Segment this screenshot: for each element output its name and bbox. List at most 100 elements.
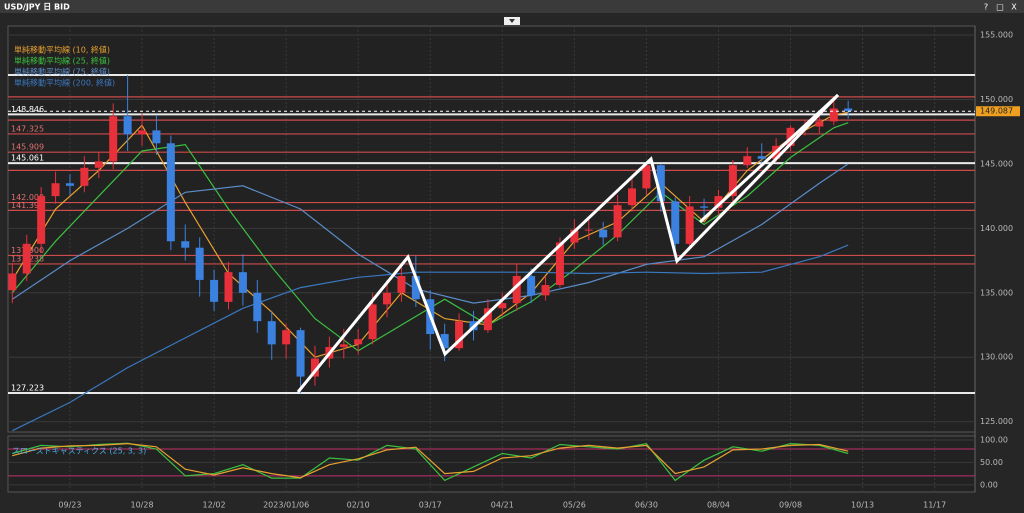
candle-body — [628, 188, 637, 206]
candle-body — [267, 321, 276, 345]
candle-body — [253, 292, 262, 322]
level-label: 141.393 — [11, 201, 44, 210]
candle-body — [584, 229, 593, 231]
x-tick-label: 03/17 — [419, 501, 442, 510]
candle-body — [368, 304, 377, 340]
y-tick-label: 135.000 — [980, 288, 1013, 297]
x-tick-label: 2023/01/06 — [263, 501, 309, 510]
y-tick-label: 140.000 — [980, 224, 1013, 233]
candle-body — [685, 206, 694, 244]
candle-body — [512, 276, 521, 304]
candle-body — [195, 247, 204, 280]
close-button[interactable]: X — [1011, 3, 1017, 12]
main-plot — [7, 25, 976, 433]
candle-body — [238, 272, 247, 293]
y-tick-label: 155.000 — [980, 31, 1013, 40]
candle-body — [210, 279, 219, 302]
candle-body — [844, 108, 853, 112]
data-layer: 125.000 130.000 135.000 140.000 145.000 150.0… — [8, 26, 1013, 510]
level-label: 148.846 — [11, 105, 44, 114]
series-line — [11, 163, 849, 304]
x-tick-label: 04/21 — [491, 501, 514, 510]
series-line — [12, 244, 849, 432]
candle-body — [296, 330, 305, 377]
candle-body — [310, 358, 319, 377]
legend-entry: 単純移動平均線 (10, 終値) — [14, 45, 110, 55]
candle-body — [397, 276, 406, 293]
maximize-button[interactable]: □ — [996, 3, 1004, 12]
candle-body — [109, 116, 118, 162]
candle-body — [815, 121, 824, 127]
candle-body — [65, 183, 74, 186]
candle-body — [570, 229, 579, 243]
x-tick-label: 10/28 — [130, 501, 153, 510]
candle-body — [613, 205, 622, 238]
candle-body — [22, 243, 31, 274]
candle-body — [51, 183, 60, 197]
series-line — [12, 442, 849, 482]
y-tick-label: 130.000 — [980, 353, 1013, 362]
candle-body — [455, 321, 464, 349]
candle-body — [829, 108, 838, 122]
y-tick-label: 125.000 — [980, 417, 1013, 426]
level-label: 145.061 — [11, 154, 44, 163]
level-label: 147.325 — [11, 124, 44, 133]
candle-body — [714, 196, 723, 208]
x-tick-label: 09/23 — [58, 501, 81, 510]
y-tick-label: 50.00 — [980, 458, 1003, 467]
oscillator-title: スローストキャスティクス (25, 3, 3) — [12, 447, 146, 456]
candle-body — [642, 165, 651, 189]
candle-body — [527, 276, 536, 296]
candle-body — [339, 344, 348, 347]
candle-body — [498, 303, 507, 309]
candle-body — [354, 339, 363, 345]
candle-body — [80, 167, 89, 186]
x-tick-label: 10/13 — [851, 501, 874, 510]
trend-zigzag — [296, 93, 840, 393]
help-button[interactable]: ? — [984, 3, 988, 12]
toggle-arrow — [509, 19, 515, 23]
series-line — [12, 442, 849, 479]
candle-body — [599, 229, 608, 238]
oscillator-plot — [7, 435, 976, 493]
x-tick-label: 05/26 — [563, 501, 586, 510]
candle-body — [123, 116, 132, 135]
legend-entry: 単純移動平均線 (25, 終値) — [14, 56, 110, 66]
title-bar — [0, 0, 1024, 13]
candle-body — [671, 201, 680, 244]
trend-line — [698, 93, 840, 224]
candle-body — [138, 130, 147, 135]
y-tick-label: 150.000 — [980, 95, 1013, 104]
level-label: 142.000 — [11, 193, 44, 202]
candle-body — [181, 241, 190, 248]
candle-body — [166, 143, 175, 242]
candle-body — [94, 161, 103, 168]
y-tick-label: 100.00 — [980, 436, 1008, 445]
candle-body — [656, 165, 665, 202]
candle-body — [152, 130, 161, 144]
candle-body — [8, 273, 17, 291]
candle-body — [743, 156, 752, 166]
candle-body — [411, 276, 420, 300]
candle-body — [541, 285, 550, 296]
candle-body — [440, 334, 449, 349]
window-title: USD/JPY 日 BID — [4, 3, 70, 12]
candle-body — [483, 308, 492, 331]
level-label: 127.223 — [11, 384, 44, 393]
x-tick-label: 12/02 — [203, 501, 226, 510]
candle-body — [224, 272, 233, 302]
level-label: 145.909 — [11, 143, 44, 152]
candle-body — [728, 165, 737, 197]
x-tick-label: 06/30 — [635, 501, 658, 510]
current-price-box — [976, 106, 1020, 117]
x-tick-label: 09/08 — [779, 501, 802, 510]
candle-body — [282, 330, 291, 345]
candle-body — [37, 196, 46, 244]
candle-body — [383, 292, 392, 305]
y-tick-label: 145.000 — [980, 159, 1013, 168]
current-price-label: 149.087 — [980, 107, 1013, 116]
candle-body — [757, 156, 766, 159]
x-tick-label: 02/10 — [347, 501, 370, 510]
